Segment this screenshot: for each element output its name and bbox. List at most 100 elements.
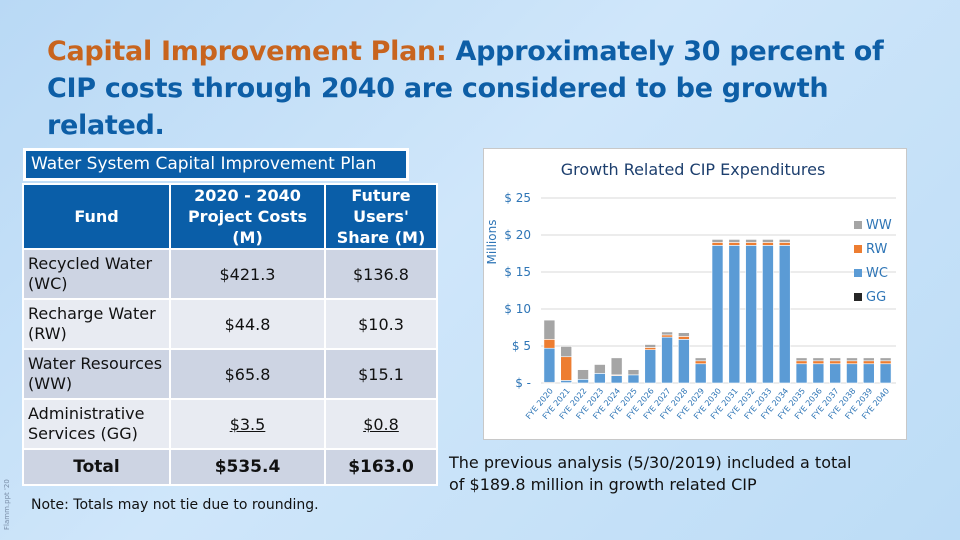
bar-ww — [778, 239, 791, 243]
bar-wc — [829, 363, 841, 384]
total-share: $163.0 — [324, 448, 438, 486]
y-tick-label: $ 25 — [504, 191, 531, 205]
share-cell: $136.8 — [324, 248, 438, 300]
bar-rw — [728, 242, 741, 246]
legend-swatch-gg — [854, 293, 862, 301]
growth-cip-chart: Growth Related CIP Expenditures Millions… — [485, 160, 896, 421]
bar-rw — [879, 360, 892, 365]
bar-rw — [829, 360, 841, 365]
rounding-note: Note: Totals may not tie due to rounding… — [31, 497, 319, 513]
slide-title-rest: Approximately 30 percent of CIP costs th… — [47, 36, 884, 141]
bar-ww — [610, 357, 623, 376]
bar-ww — [829, 357, 841, 362]
side-footer: Flamm.ppt '20 — [3, 479, 11, 530]
share-cell: $15.1 — [324, 348, 438, 400]
bar-wc — [862, 363, 875, 384]
legend-swatch-wc — [854, 269, 862, 277]
bar-ww — [594, 364, 606, 374]
legend-swatch-ww — [854, 221, 862, 229]
bar-rw — [711, 242, 724, 246]
share-cell: $0.8 — [363, 414, 399, 434]
bar-rw — [644, 347, 657, 350]
bar-ww — [644, 344, 657, 348]
cost-cell: $421.3 — [169, 248, 326, 300]
bar-rw — [560, 356, 573, 381]
total-label: Total — [22, 448, 171, 486]
bar-ww — [745, 239, 757, 243]
y-tick-label: $ 5 — [512, 339, 531, 353]
fund-cell: Water Resources (WW) — [22, 348, 171, 400]
share-cell: $10.3 — [324, 298, 438, 350]
bar-wc — [610, 375, 623, 384]
bar-ww — [795, 357, 808, 362]
bar-wc — [694, 363, 707, 384]
bar-wc — [594, 373, 606, 384]
bar-wc — [778, 245, 791, 384]
bar-wc — [644, 349, 657, 384]
total-row: Total $535.4 $163.0 — [22, 448, 438, 486]
bar-wc — [846, 363, 858, 384]
slide-title: Capital Improvement Plan: Approximately … — [47, 33, 927, 144]
bar-ww — [879, 357, 892, 362]
bar-ww — [812, 357, 825, 362]
y-tick-label: $ 20 — [504, 228, 531, 242]
bar-ww — [577, 369, 589, 380]
bar-rw — [812, 360, 825, 365]
cost-cell: $44.8 — [169, 298, 326, 350]
cip-table: Fund 2020 - 2040 Project Costs (M) Future … — [22, 183, 438, 486]
chart-title: Growth Related CIP Expenditures — [561, 160, 826, 179]
table-row: Recharge Water (RW) $44.8 $10.3 — [22, 298, 438, 350]
bar-wc — [577, 379, 589, 384]
bar-ww — [694, 357, 707, 362]
header-fund: Fund — [22, 183, 171, 250]
bar-rw — [795, 360, 808, 365]
legend-swatch-rw — [854, 245, 862, 253]
bar-ww — [678, 332, 690, 337]
cost-cell: $3.5 — [229, 414, 266, 434]
y-tick-label: $ - — [515, 376, 531, 390]
bar-rw — [694, 360, 707, 365]
bar-wc — [728, 245, 741, 384]
header-cost: 2020 - 2040 Project Costs (M) — [169, 183, 326, 250]
bar-ww — [543, 319, 556, 340]
legend-label: WC — [866, 266, 888, 281]
table-row: Administrative Services (GG) $3.5 $0.8 — [22, 398, 438, 450]
bar-wc — [812, 363, 825, 384]
bar-ww — [560, 346, 573, 358]
table-title: Water System Capital Improvement Plan — [23, 148, 409, 181]
fund-cell: Recycled Water (WC) — [22, 248, 171, 300]
bar-wc — [762, 245, 774, 384]
table-row: Water Resources (WW) $65.8 $15.1 — [22, 348, 438, 400]
bar-rw — [661, 334, 673, 338]
cost-cell: $65.8 — [169, 348, 326, 400]
y-axis-title: Millions — [485, 220, 499, 265]
bar-ww — [711, 239, 724, 243]
bar-ww — [661, 331, 673, 336]
bar-wc — [560, 380, 573, 383]
bar-wc — [795, 363, 808, 384]
previous-analysis-note: The previous analysis (5/30/2019) includ… — [449, 453, 852, 494]
bar-ww — [627, 369, 640, 376]
bar-rw — [846, 360, 858, 365]
bar-wc — [543, 347, 556, 383]
fund-cell: Administrative Services (GG) — [22, 398, 171, 450]
bar-wc — [879, 363, 892, 384]
bar-wc — [745, 245, 757, 384]
bar-wc — [661, 336, 673, 384]
bar-ww — [762, 239, 774, 243]
bar-wc — [627, 374, 640, 384]
slide-title-lead: Capital Improvement Plan: — [47, 36, 447, 67]
legend-label: WW — [866, 218, 892, 233]
bar-wc — [678, 339, 690, 384]
bar-rw — [745, 242, 757, 246]
legend-label: GG — [866, 290, 886, 305]
bar-wc — [711, 245, 724, 384]
chart-container: Growth Related CIP Expenditures Millions… — [483, 148, 907, 440]
bar-rw — [862, 360, 875, 365]
bar-rw — [678, 336, 690, 340]
bar-ww — [728, 239, 741, 243]
bar-rw — [762, 242, 774, 246]
bar-ww — [862, 357, 875, 362]
legend-label: RW — [866, 242, 888, 257]
y-tick-label: $ 15 — [504, 265, 531, 279]
